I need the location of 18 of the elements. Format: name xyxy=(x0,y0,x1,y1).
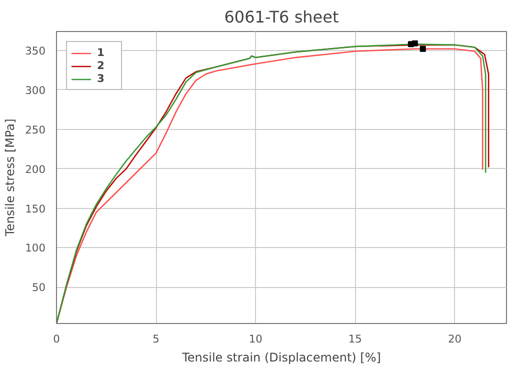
x-tick-label: 20 xyxy=(448,332,462,346)
x-tick-label: 15 xyxy=(348,332,362,346)
y-tick-label: 150 xyxy=(25,202,46,216)
y-tick-label: 100 xyxy=(25,242,46,255)
x-tick-label: 0 xyxy=(53,332,60,346)
x-tick-label: 5 xyxy=(152,332,160,346)
x-axis-title: Tensile strain (Displacement) [%] xyxy=(181,350,381,364)
chart-title: 6061-T6 sheet xyxy=(224,8,339,26)
legend-label: 1 xyxy=(97,46,106,59)
y-axis-title: Tensile stress [MPa] xyxy=(3,118,18,238)
y-tick-label: 300 xyxy=(25,84,46,97)
y-tick-label: 200 xyxy=(25,162,46,176)
x-tick-label: 10 xyxy=(248,332,263,346)
y-tick-label: 250 xyxy=(25,123,46,136)
y-tick-label: 50 xyxy=(32,281,46,294)
legend-label: 3 xyxy=(97,72,106,85)
legend-label: 2 xyxy=(97,59,106,72)
y-tick-label: 350 xyxy=(25,44,46,58)
